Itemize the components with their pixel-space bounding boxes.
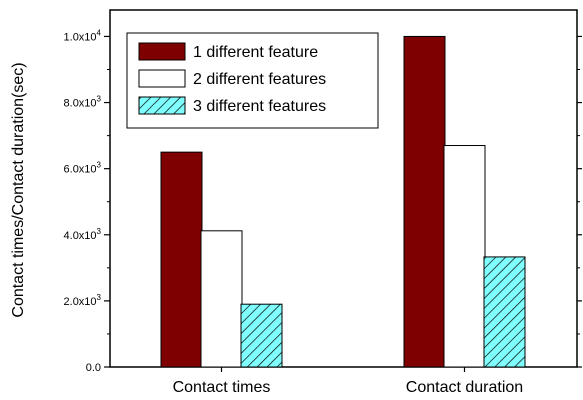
bar	[483, 256, 526, 368]
y-tick-label: 8.0x103	[64, 95, 102, 110]
x-tick-label: Contact times	[173, 379, 271, 396]
bar	[240, 303, 283, 368]
legend-swatch	[138, 69, 186, 88]
bar	[160, 151, 203, 368]
legend-swatch	[138, 42, 186, 61]
y-tick-label: 6.0x103	[64, 161, 102, 176]
x-axis: Contact times Contact duration	[173, 367, 523, 396]
y-tick-label: 4.0x103	[64, 227, 102, 242]
bar-series	[160, 35, 526, 368]
legend-swatch	[138, 96, 186, 115]
y-tick-label: 0.0	[86, 362, 101, 374]
bar	[443, 145, 486, 368]
legend: 1 different feature 2 different features 3…	[126, 32, 379, 129]
bar	[403, 35, 446, 368]
bar	[200, 230, 243, 368]
y-axis-label: Contact times/Contact duration(sec)	[10, 62, 27, 317]
y-tick-label: 1.0x104	[64, 28, 102, 43]
legend-label: 2 different features	[193, 71, 326, 88]
plot-frame	[109, 9, 578, 368]
y-tick-label: 2.0x103	[64, 293, 102, 308]
x-tick-label: Contact duration	[406, 379, 523, 396]
legend-label: 1 different feature	[193, 44, 318, 61]
legend-label: 3 different features	[193, 98, 326, 115]
y-axis: 0.0 2.0x103 4.0x103 6.0x103 8.0x103 1.0x104	[64, 28, 582, 374]
